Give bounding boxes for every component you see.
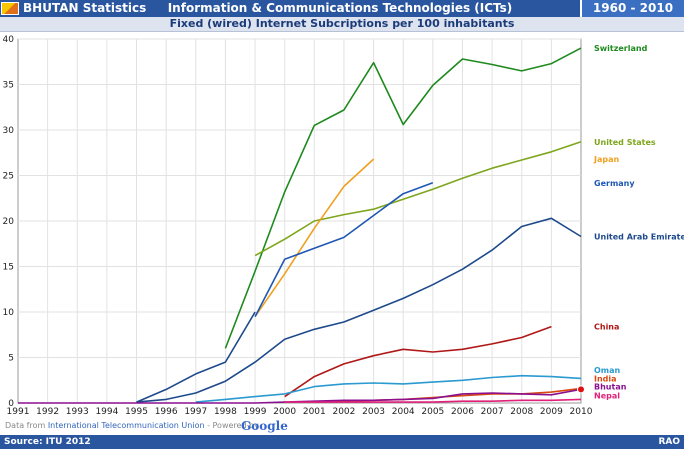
x-tick-label: 1999 xyxy=(244,407,267,417)
series-line-switzerland xyxy=(224,47,582,349)
series-line-japan xyxy=(254,158,375,318)
x-tick-label: 2010 xyxy=(570,407,593,417)
x-tick-label: 2004 xyxy=(392,407,415,417)
bhutan-flag-icon xyxy=(1,2,19,15)
x-tick-label: 2005 xyxy=(421,407,444,417)
series-line-united-arab-emirates xyxy=(136,311,256,403)
google-logo: Google xyxy=(241,419,288,433)
header-bar: BHUTAN Statistics Information & Communic… xyxy=(0,0,684,17)
x-tick-label: 2002 xyxy=(332,407,355,417)
y-tick-label: 20 xyxy=(3,217,15,227)
x-tick-label: 1992 xyxy=(36,407,59,417)
series-label-nepal: Nepal xyxy=(594,392,620,401)
chart-subtitle: Fixed (wired) Internet Subcriptions per … xyxy=(169,17,515,30)
attribution-text: Data from International Telecommunicatio… xyxy=(5,421,259,430)
x-tick-label: 1997 xyxy=(184,407,207,417)
x-tick-label: 1994 xyxy=(95,407,118,417)
x-tick-label: 1998 xyxy=(214,407,237,417)
subheader-bar: Fixed (wired) Internet Subcriptions per … xyxy=(0,17,684,32)
series-label-china: China xyxy=(594,323,619,332)
series-label-oman: Oman xyxy=(594,366,621,375)
x-tick-label: 2008 xyxy=(510,407,533,417)
y-tick-label: 40 xyxy=(3,35,15,45)
app-title: BHUTAN Statistics xyxy=(23,1,147,15)
rao-label: RAO xyxy=(658,437,680,447)
line-chart: 0 5 10 15 20 25 30 35 40 1991 1992 1993 1994 1995 1996… xyxy=(3,35,684,433)
x-tick-label: 2000 xyxy=(273,407,296,417)
series-label-united-arab-emirates: United Arab Emirates xyxy=(594,232,684,241)
series-line-oman xyxy=(195,374,582,403)
series-label-switzerland: Switzerland xyxy=(594,44,648,53)
main-title: Information & Communications Technologie… xyxy=(167,1,513,15)
series-line-united-arab-emirates xyxy=(136,217,582,403)
year-range: 1960 - 2010 xyxy=(580,0,684,17)
footer-bar: Source: ITU 2012 RAO xyxy=(0,435,684,449)
y-tick-label: 10 xyxy=(3,308,15,318)
x-tick-label: 2007 xyxy=(481,407,504,417)
y-tick-label: 35 xyxy=(3,81,14,91)
x-tick-label: 2003 xyxy=(362,407,385,417)
x-tick-label: 2006 xyxy=(451,407,474,417)
y-tick-label: 15 xyxy=(3,263,14,273)
x-tick-label: 1995 xyxy=(125,407,148,417)
series-line-united-states xyxy=(254,141,582,257)
series-line-china xyxy=(284,325,552,398)
x-tick-label: 1996 xyxy=(155,407,178,417)
x-tick-label: 2001 xyxy=(303,407,326,417)
series-label-germany: Germany xyxy=(594,179,635,188)
series-line-germany xyxy=(254,182,434,317)
series-label-india: India xyxy=(594,374,617,383)
series-label-japan: Japan xyxy=(593,155,620,164)
series-label-united-states: United States xyxy=(594,138,656,147)
y-tick-label: 25 xyxy=(3,172,14,182)
x-tick-label: 2009 xyxy=(540,407,563,417)
series-label-bhutan: Bhutan xyxy=(594,383,627,392)
x-tick-label: 1993 xyxy=(66,407,89,417)
x-tick-label: 1991 xyxy=(7,407,30,417)
source-label: Source: ITU 2012 xyxy=(4,437,91,447)
y-tick-label: 0 xyxy=(8,399,14,409)
itu-link[interactable]: International Telecommunication Union xyxy=(48,421,205,430)
y-tick-label: 30 xyxy=(3,126,15,136)
series-line-nepal xyxy=(284,398,582,403)
y-tick-label: 5 xyxy=(8,354,14,364)
bhutan-highlight-point xyxy=(577,385,585,394)
